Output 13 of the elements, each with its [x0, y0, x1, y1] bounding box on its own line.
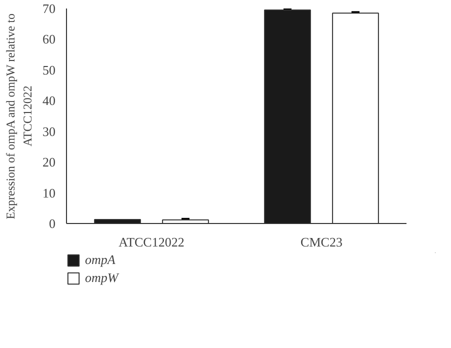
x-tick-label: ATCC12022: [118, 234, 184, 250]
legend-label: ompA: [85, 252, 116, 268]
x-tick-label: CMC23: [300, 234, 342, 250]
y-tick-label: 10: [42, 185, 56, 200]
y-tick-label: 0: [49, 216, 56, 231]
y-tick-label: 70: [42, 1, 56, 16]
y-tick-label: 20: [42, 154, 56, 170]
legend-label: ompW: [85, 270, 118, 286]
y-axis-title: Expression of ompA and ompW relative to ATCC12022: [4, 14, 34, 220]
y-tick-label: 50: [42, 62, 56, 78]
y-tick-label: 40: [42, 93, 56, 108]
y-tick-label: 60: [42, 32, 56, 47]
y-tick-label: 30: [42, 124, 56, 139]
